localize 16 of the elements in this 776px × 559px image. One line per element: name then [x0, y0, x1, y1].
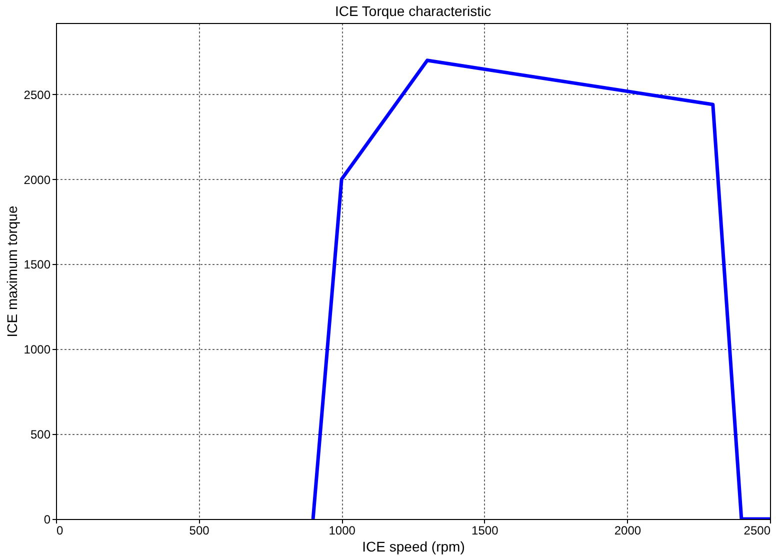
- y-tick-label: 2500: [24, 88, 51, 102]
- x-tick-label: 1000: [328, 524, 356, 538]
- x-tick-label: 0: [56, 524, 64, 538]
- y-tick-label: 1000: [24, 342, 51, 357]
- y-tick-label: 500: [30, 428, 51, 442]
- x-tick-label: 500: [189, 524, 210, 538]
- x-tick-label: 2000: [614, 524, 642, 538]
- y-axis-title: ICE maximum torque: [4, 206, 20, 338]
- chart-title: ICE Torque characteristic: [334, 3, 492, 19]
- y-tick-label: 2000: [24, 172, 51, 187]
- x-axis-title: ICE speed (rpm): [362, 538, 465, 554]
- x-tick-label: 1500: [472, 524, 499, 538]
- line-series: [311, 58, 770, 519]
- y-tick-label: 0: [44, 512, 51, 526]
- y-tick-label: 1500: [24, 258, 51, 272]
- x-tick-label: 2500: [744, 524, 771, 538]
